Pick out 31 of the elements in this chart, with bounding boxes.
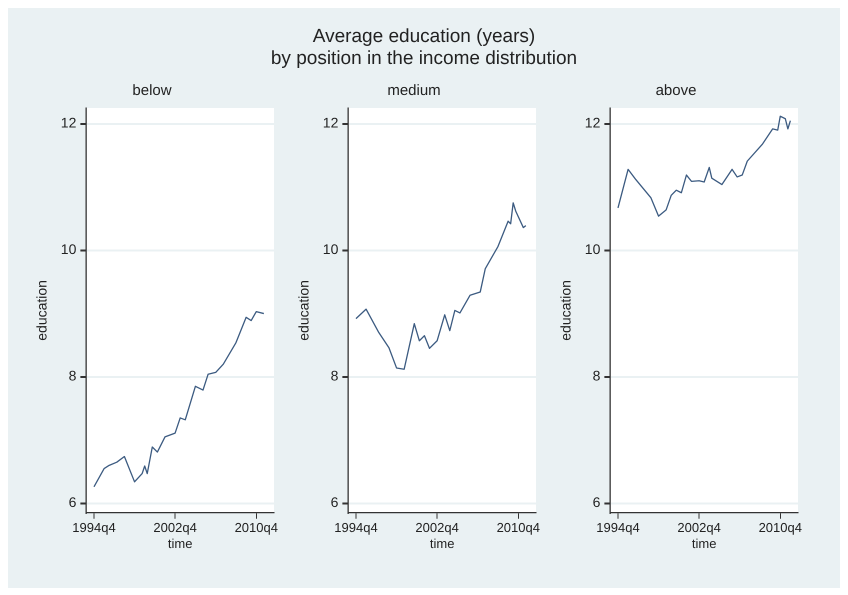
y-tick-label: 10 <box>322 241 339 258</box>
y-tick-label: 6 <box>330 494 339 510</box>
y-tick-label: 6 <box>592 494 601 510</box>
y-tick-label: 12 <box>584 114 601 131</box>
y-tick-label: 12 <box>322 114 339 131</box>
x-axis-title: time <box>430 536 454 551</box>
x-tick-label: 2002q4 <box>153 520 197 536</box>
x-tick-label: 2002q4 <box>415 520 459 536</box>
x-tick-label: 2002q4 <box>677 520 721 536</box>
y-tick-label: 8 <box>330 368 339 384</box>
y-tick-label: 12 <box>60 114 77 131</box>
y-tick-label: 8 <box>592 368 601 384</box>
text: Average education (years) by position in the income distribution <box>270 26 578 70</box>
y-tick-label: 10 <box>584 241 601 258</box>
y-tick-label: 10 <box>60 241 77 258</box>
x-tick-label: 1994q4 <box>72 520 116 536</box>
chart-title: below <box>132 82 172 100</box>
y-tick-label: 6 <box>68 494 77 510</box>
x-tick-label: 2010q4 <box>758 520 802 536</box>
x-tick-label: 1994q4 <box>596 520 640 536</box>
y-axis-title: education <box>33 280 50 341</box>
x-axis-title: time <box>168 536 192 551</box>
x-tick-label: 2010q4 <box>234 520 278 536</box>
chart-title: above <box>656 82 696 100</box>
y-axis-title: education <box>557 280 574 341</box>
chart-title: medium <box>387 82 441 100</box>
y-tick-label: 8 <box>68 368 77 384</box>
x-axis-title: time <box>692 536 716 551</box>
y-axis-title: education <box>295 280 312 341</box>
x-tick-label: 2010q4 <box>496 520 540 536</box>
x-tick-label: 1994q4 <box>334 520 378 536</box>
